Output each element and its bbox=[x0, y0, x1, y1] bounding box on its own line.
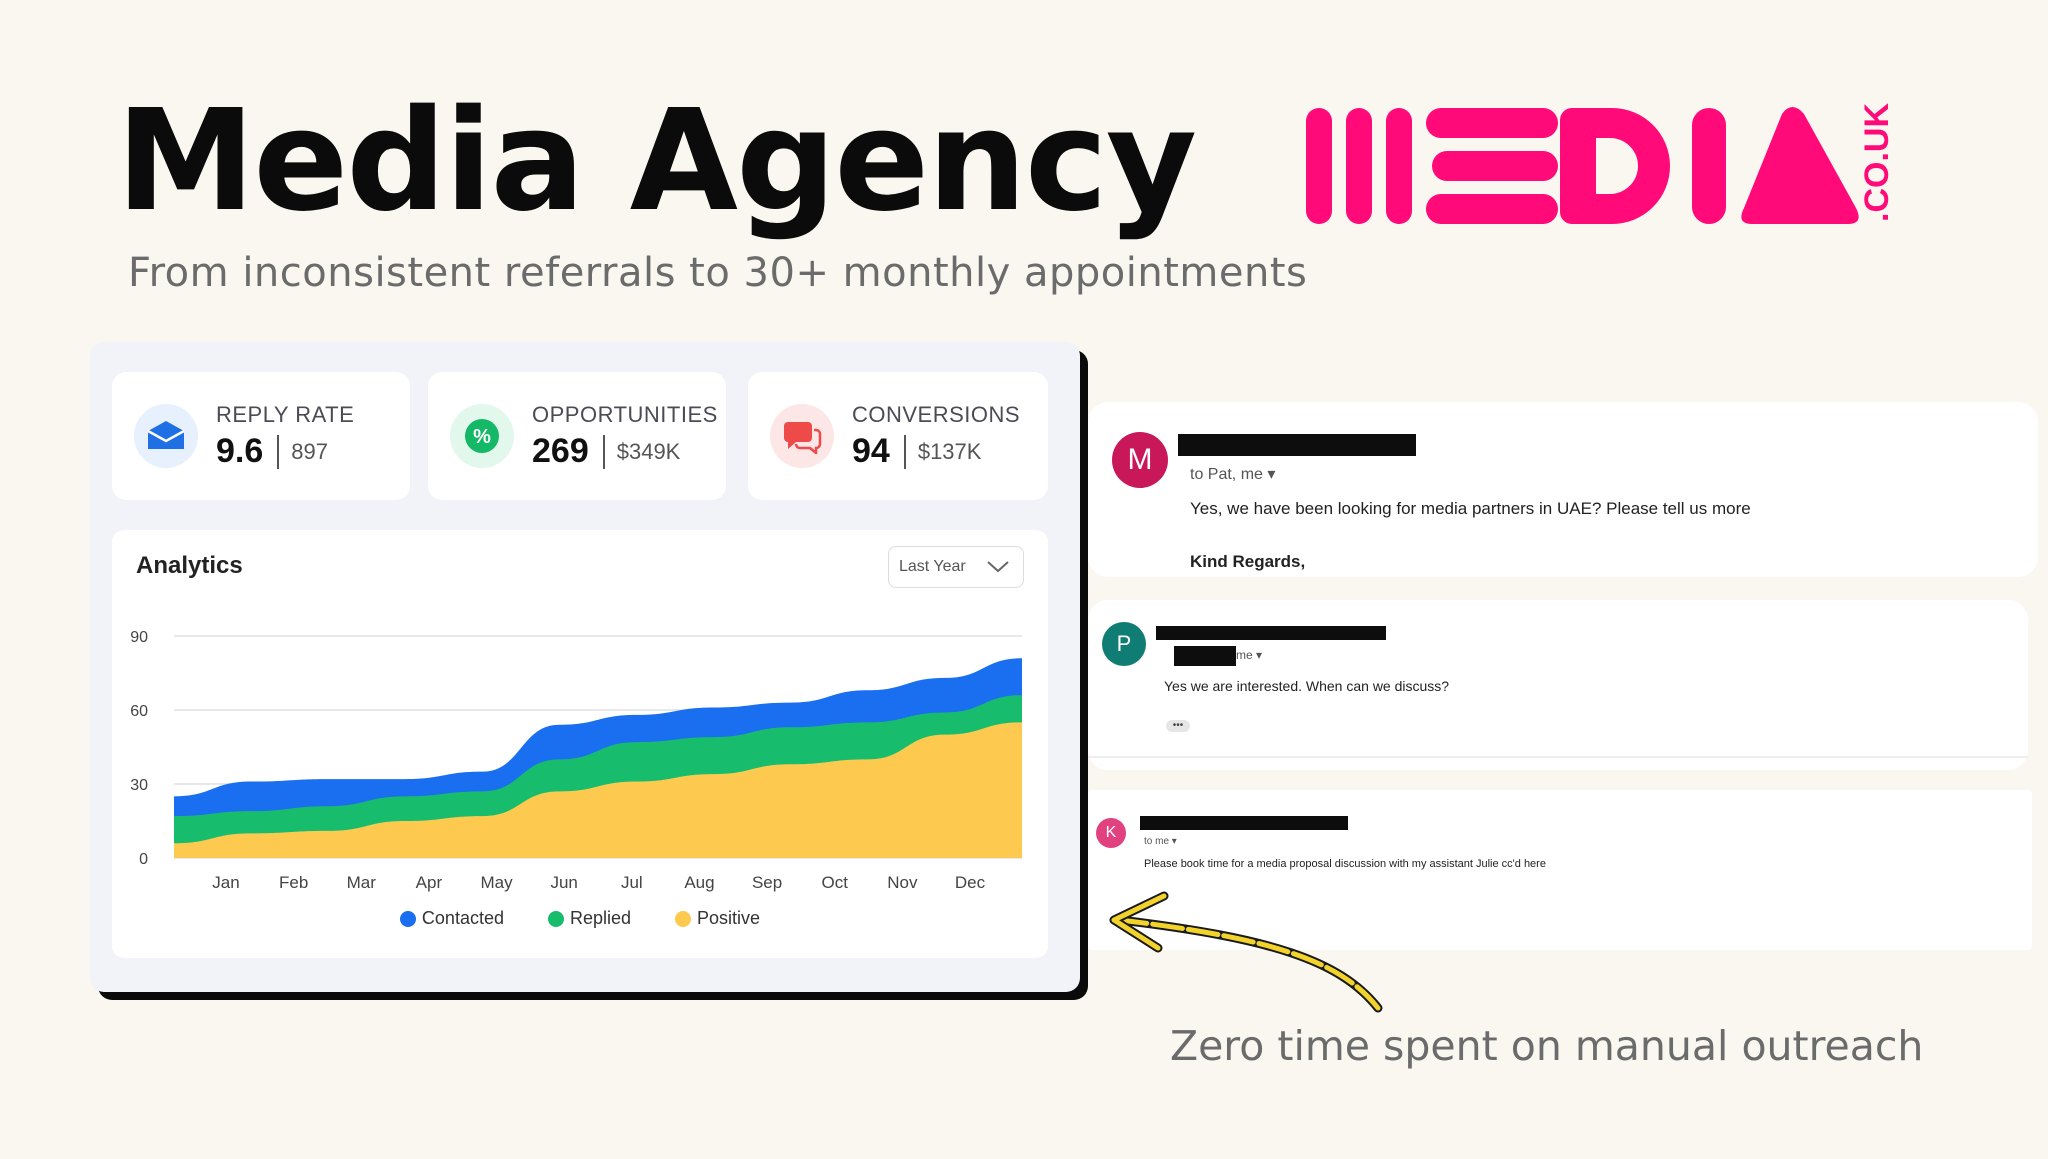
redacted-sender-name bbox=[1140, 816, 1348, 830]
range-filter-dropdown[interactable]: Last Year bbox=[888, 546, 1024, 588]
analytics-dashboard: REPLY RATE 9.6 897 % OPPORTUNITIES 269 $34… bbox=[90, 342, 1080, 992]
stat-value: 269 bbox=[532, 432, 589, 470]
analytics-title: Analytics bbox=[136, 552, 243, 579]
range-filter-value: Last Year bbox=[899, 558, 966, 575]
media-co-uk-logo: .CO.UK bbox=[1306, 103, 1896, 224]
stat-label: REPLY RATE bbox=[216, 402, 355, 427]
email-recipients[interactable]: to me ▾ bbox=[1144, 836, 1177, 847]
page-title: Media Agency bbox=[116, 80, 1197, 243]
area-series-positive bbox=[174, 722, 1022, 858]
svg-text:.CO.UK: .CO.UK bbox=[1858, 103, 1896, 222]
y-tick-label: 60 bbox=[130, 703, 148, 720]
redacted-recipient bbox=[1174, 646, 1236, 666]
envelope-icon bbox=[134, 404, 198, 468]
x-tick-label: Mar bbox=[347, 873, 377, 892]
analytics-panel: Analytics Last Year 0 30 60 90 Jan Feb Mar Apr M… bbox=[112, 530, 1048, 958]
x-tick-label: May bbox=[480, 873, 513, 892]
legend-item-positive[interactable]: Positive bbox=[675, 908, 760, 929]
chart-legend: Contacted Replied Positive bbox=[112, 908, 1048, 929]
redacted-sender-name bbox=[1156, 626, 1386, 640]
stat-card-opportunities: % OPPORTUNITIES 269 $349K bbox=[428, 372, 726, 500]
legend-item-replied[interactable]: Replied bbox=[547, 908, 632, 929]
email-card[interactable]: P me ▾ Yes we are interested. When can w… bbox=[1088, 600, 2028, 770]
redacted-sender-name bbox=[1178, 434, 1416, 456]
stat-card-reply-rate: REPLY RATE 9.6 897 bbox=[112, 372, 410, 500]
email-signoff: Kind Regards, bbox=[1190, 552, 1306, 571]
percent-icon: % bbox=[450, 404, 514, 468]
email-body: Yes we are interested. When can we discu… bbox=[1164, 678, 1450, 694]
avatar: M bbox=[1112, 432, 1168, 488]
email-card[interactable]: K to me ▾ Please book time for a media p… bbox=[1088, 790, 2032, 950]
email-body: Please book time for a media proposal di… bbox=[1144, 858, 1546, 870]
x-tick-label: Nov bbox=[887, 873, 918, 892]
chat-bubbles-icon bbox=[770, 404, 834, 468]
legend-item-contacted[interactable]: Contacted bbox=[399, 908, 504, 929]
x-tick-label: Oct bbox=[822, 873, 849, 892]
stat-value: 94 bbox=[852, 432, 890, 470]
area-chart: 0 30 60 90 Jan Feb Mar Apr May Jun Jul Aug Sep Oct Nov… bbox=[130, 629, 1022, 892]
stat-sub-value: $349K bbox=[616, 438, 681, 464]
legend-label: Positive bbox=[697, 908, 761, 928]
stat-sub-value: 897 bbox=[291, 438, 328, 464]
page-subtitle: From inconsistent referrals to 30+ month… bbox=[128, 250, 1308, 296]
divider bbox=[1088, 756, 2028, 758]
legend-label: Contacted bbox=[421, 908, 504, 928]
legend-dot bbox=[675, 910, 692, 927]
email-recipients-caret[interactable]: me ▾ bbox=[1236, 648, 1263, 662]
x-tick-label: Sep bbox=[752, 873, 782, 892]
avatar: P bbox=[1102, 622, 1146, 666]
stat-sub-value: $137K bbox=[917, 438, 982, 464]
yellow-arrow-icon bbox=[1109, 891, 1383, 1013]
legend-dot bbox=[547, 910, 564, 927]
show-more-button[interactable]: ••• bbox=[1166, 720, 1190, 732]
x-tick-label: Apr bbox=[416, 873, 443, 892]
legend-dot bbox=[399, 910, 416, 927]
x-tick-label: Jun bbox=[550, 873, 577, 892]
stat-label: OPPORTUNITIES bbox=[532, 402, 718, 427]
y-tick-label: 90 bbox=[130, 629, 148, 646]
stat-value: 9.6 bbox=[216, 432, 264, 470]
email-body: Yes, we have been looking for media part… bbox=[1190, 499, 1751, 518]
x-tick-label: Jan bbox=[212, 873, 239, 892]
x-tick-label: Jul bbox=[621, 873, 643, 892]
email-recipients[interactable]: to Pat, me ▾ bbox=[1190, 466, 1276, 483]
footer-caption: Zero time spent on manual outreach bbox=[1170, 1022, 1924, 1070]
y-tick-label: 30 bbox=[130, 777, 148, 794]
email-card[interactable]: M to Pat, me ▾ Yes, we have been looking… bbox=[1088, 402, 2038, 577]
avatar: K bbox=[1096, 818, 1126, 848]
stat-label: CONVERSIONS bbox=[852, 402, 1021, 427]
stat-card-conversions: CONVERSIONS 94 $137K bbox=[748, 372, 1048, 500]
x-tick-label: Dec bbox=[955, 873, 986, 892]
legend-label: Replied bbox=[569, 908, 632, 928]
svg-text:%: % bbox=[473, 426, 491, 448]
x-tick-label: Aug bbox=[684, 873, 714, 892]
x-tick-label: Feb bbox=[279, 873, 308, 892]
chevron-down-icon bbox=[987, 561, 1009, 573]
y-tick-label: 0 bbox=[139, 851, 148, 868]
